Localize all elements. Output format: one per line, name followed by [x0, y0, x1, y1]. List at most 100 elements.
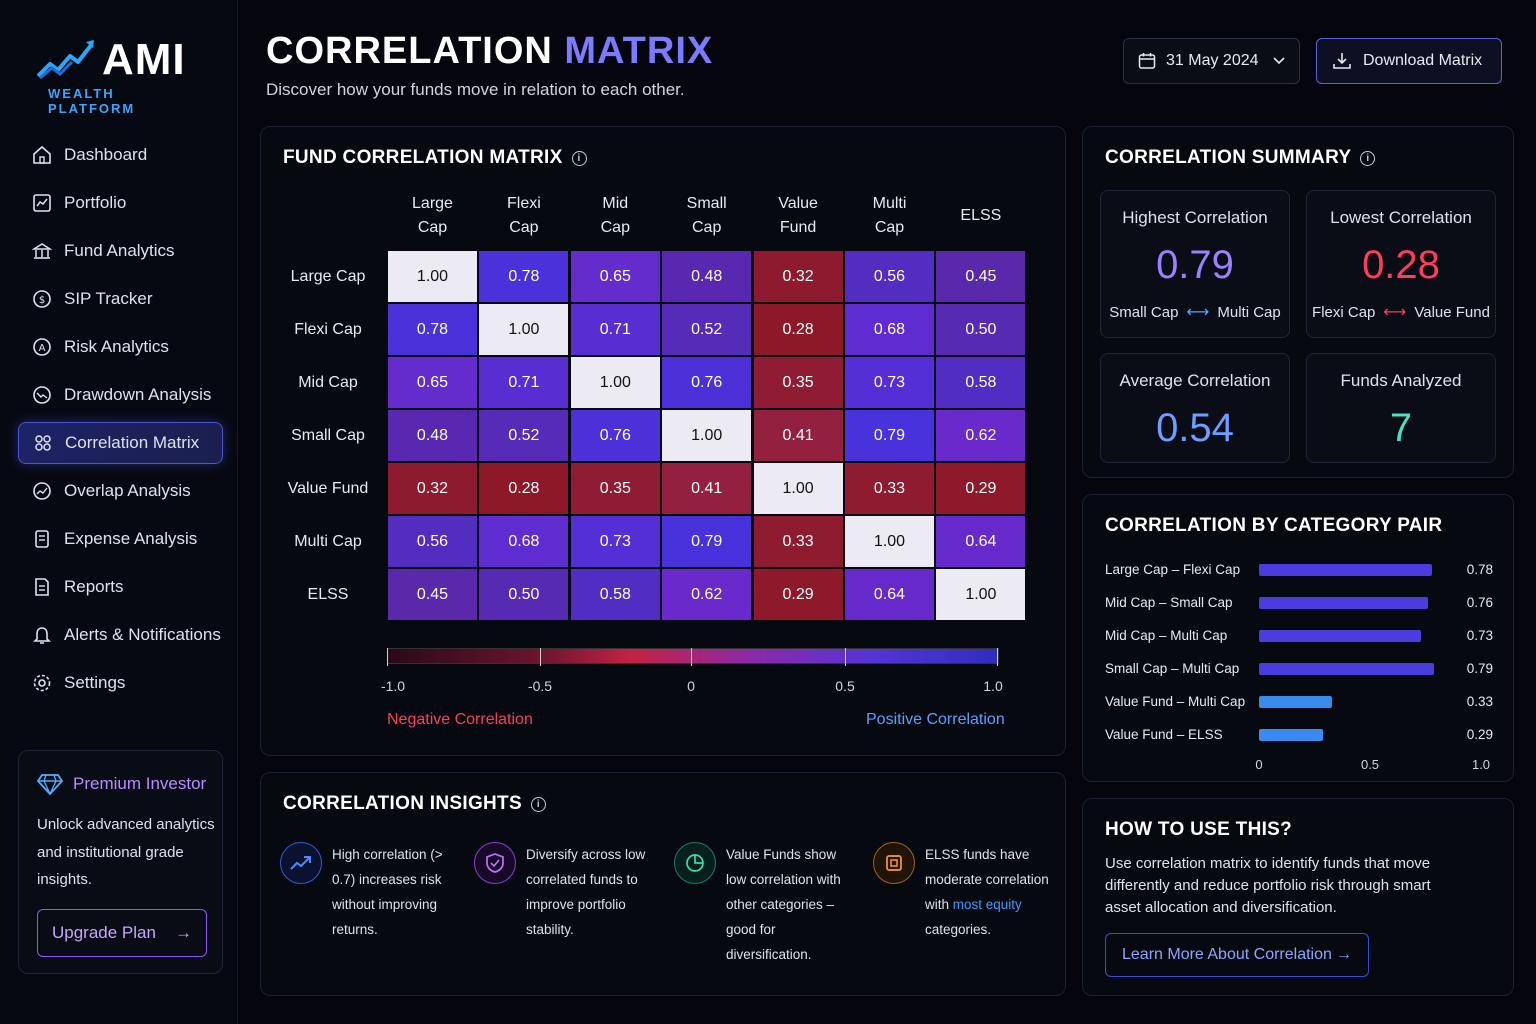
sidebar-item-portfolio[interactable]: Portfolio — [18, 182, 223, 224]
column-header-line: Cap — [874, 219, 905, 236]
matrix-cell[interactable]: 0.50 — [478, 568, 570, 621]
overlap-icon — [32, 481, 52, 501]
sidebar-item-drawdown-analysis[interactable]: Drawdown Analysis — [18, 374, 223, 416]
matrix-cell[interactable]: 0.68 — [844, 303, 935, 356]
sidebar-item-reports[interactable]: Reports — [18, 566, 223, 608]
date-picker[interactable]: 31 May 2024 — [1123, 38, 1300, 84]
matrix-cell[interactable]: 0.73 — [844, 356, 935, 409]
column-header-line: Cap — [692, 219, 722, 236]
matrix-cell[interactable]: 0.29 — [752, 568, 844, 621]
sidebar-item-dashboard[interactable]: Dashboard — [18, 134, 223, 176]
matrix-cell[interactable]: 0.33 — [844, 462, 935, 515]
matrix-cell[interactable]: 0.68 — [478, 515, 570, 568]
matrix-cell[interactable]: 0.62 — [935, 409, 1027, 462]
summary-panel: CORRELATION SUMMARY i Highest Correlatio… — [1082, 126, 1514, 478]
date-label: 31 May 2024 — [1166, 52, 1259, 69]
matrix-cell[interactable]: 0.65 — [387, 356, 478, 409]
matrix-cell[interactable]: 0.58 — [935, 356, 1027, 409]
lowest-correlation-value: 0.28 — [1362, 243, 1440, 287]
sidebar-item-fund-analytics[interactable]: Fund Analytics — [18, 230, 223, 272]
matrix-cell[interactable]: 0.41 — [661, 462, 753, 515]
matrix-cell[interactable]: 0.28 — [478, 462, 570, 515]
matrix-cell[interactable]: 0.29 — [935, 462, 1027, 515]
sidebar-item-sip-tracker[interactable]: $ SIP Tracker — [18, 278, 223, 320]
sidebar-item-expense-analysis[interactable]: Expense Analysis — [18, 518, 223, 560]
sidebar-item-risk-analytics[interactable]: A Risk Analytics — [18, 326, 223, 368]
insight-text: Value Funds show low correlation with ot… — [726, 847, 841, 962]
sidebar-item-correlation-matrix[interactable]: Correlation Matrix — [18, 422, 223, 464]
insight-highlight-link[interactable]: most equity — [952, 897, 1022, 912]
summary-title-row: CORRELATION SUMMARY i — [1105, 147, 1376, 169]
matrix-cell[interactable]: 0.35 — [569, 462, 661, 515]
column-header-line: Multi — [872, 195, 907, 212]
info-icon[interactable]: i — [571, 150, 587, 166]
learn-more-button[interactable]: Learn More About Correlation → — [1105, 933, 1369, 977]
matrix-cell[interactable]: 0.35 — [752, 356, 844, 409]
matrix-cell[interactable]: 1.00 — [387, 250, 478, 303]
insights-panel: CORRELATION INSIGHTS i — [260, 772, 1066, 996]
matrix-cell[interactable]: 0.50 — [935, 303, 1027, 356]
matrix-cell[interactable]: 0.41 — [752, 409, 844, 462]
color-scale-bar — [387, 648, 999, 664]
matrix-cell[interactable]: 1.00 — [478, 303, 570, 356]
matrix-cell[interactable]: 0.79 — [661, 515, 753, 568]
matrix-cell[interactable]: 0.32 — [387, 462, 478, 515]
matrix-cell[interactable]: 1.00 — [844, 515, 935, 568]
matrix-cell[interactable]: 0.65 — [569, 250, 661, 303]
pair-axis-label: 1.0 — [1471, 757, 1491, 772]
matrix-column-header: Value Fund — [753, 192, 844, 240]
column-header-line: Small — [686, 195, 727, 212]
matrix-cell[interactable]: 1.00 — [661, 409, 753, 462]
matrix-cell[interactable]: 0.64 — [844, 568, 935, 621]
matrix-cell[interactable]: 0.48 — [387, 409, 478, 462]
sidebar-item-settings[interactable]: Settings — [18, 662, 223, 704]
matrix-cell[interactable]: 0.79 — [844, 409, 935, 462]
upgrade-plan-label: Upgrade Plan — [52, 923, 156, 942]
pair-fund-a: Flexi Cap — [1312, 303, 1376, 321]
matrix-cell[interactable]: 0.78 — [478, 250, 570, 303]
scale-tick-label: -1.0 — [380, 678, 406, 694]
matrix-cell[interactable]: 0.73 — [569, 515, 661, 568]
matrix-title-row: FUND CORRELATION MATRIX i — [283, 147, 587, 169]
matrix-cell[interactable]: 1.00 — [752, 462, 844, 515]
matrix-cell[interactable]: 0.76 — [661, 356, 753, 409]
matrix-cell[interactable]: 0.52 — [661, 303, 753, 356]
upgrade-plan-button[interactable]: Upgrade Plan → — [37, 909, 207, 957]
matrix-cell[interactable]: 0.56 — [387, 515, 478, 568]
matrix-cell[interactable]: 1.00 — [935, 568, 1027, 621]
matrix-cell[interactable]: 0.56 — [844, 250, 935, 303]
highest-correlation-value: 0.79 — [1156, 243, 1234, 287]
double-arrow-icon: ⟷ — [1186, 304, 1210, 321]
grid-icon — [33, 433, 53, 453]
matrix-cell[interactable]: 0.64 — [935, 515, 1027, 568]
download-matrix-button[interactable]: Download Matrix — [1316, 38, 1502, 84]
info-icon[interactable]: i — [1360, 150, 1376, 166]
matrix-cell[interactable]: 0.45 — [935, 250, 1027, 303]
home-icon — [32, 145, 52, 165]
logo-mark-icon — [36, 40, 94, 80]
matrix-cell[interactable]: 0.62 — [661, 568, 753, 621]
matrix-cell[interactable]: 0.76 — [569, 409, 661, 462]
sidebar-item-overlap-analysis[interactable]: Overlap Analysis — [18, 470, 223, 512]
expense-icon — [32, 529, 52, 549]
funds-analyzed-value: 7 — [1389, 406, 1413, 450]
matrix-cell[interactable]: 0.32 — [752, 250, 844, 303]
sidebar-item-alerts-notifications[interactable]: Alerts & Notifications — [18, 614, 223, 656]
matrix-title: FUND CORRELATION MATRIX — [283, 147, 563, 168]
matrix-cell[interactable]: 0.45 — [387, 568, 478, 621]
info-icon[interactable]: i — [530, 796, 546, 812]
matrix-cell[interactable]: 0.71 — [569, 303, 661, 356]
matrix-cell[interactable]: 0.52 — [478, 409, 570, 462]
matrix-cell[interactable]: 0.58 — [569, 568, 661, 621]
matrix-cell[interactable]: 0.33 — [752, 515, 844, 568]
brand-logo[interactable]: AMI WEALTH PLATFORM — [36, 36, 206, 116]
matrix-cell[interactable]: 0.71 — [478, 356, 570, 409]
category-pair-panel: CORRELATION BY CATEGORY PAIR Large Cap –… — [1082, 494, 1514, 782]
matrix-cell[interactable]: 1.00 — [569, 356, 661, 409]
matrix-row-header: ELSS — [307, 586, 349, 603]
matrix-cell[interactable]: 0.78 — [387, 303, 478, 356]
matrix-cell[interactable]: 0.48 — [661, 250, 753, 303]
column-header-line: Large — [412, 195, 453, 212]
matrix-cell[interactable]: 0.28 — [752, 303, 844, 356]
brand-subtitle: WEALTH PLATFORM — [48, 86, 136, 116]
